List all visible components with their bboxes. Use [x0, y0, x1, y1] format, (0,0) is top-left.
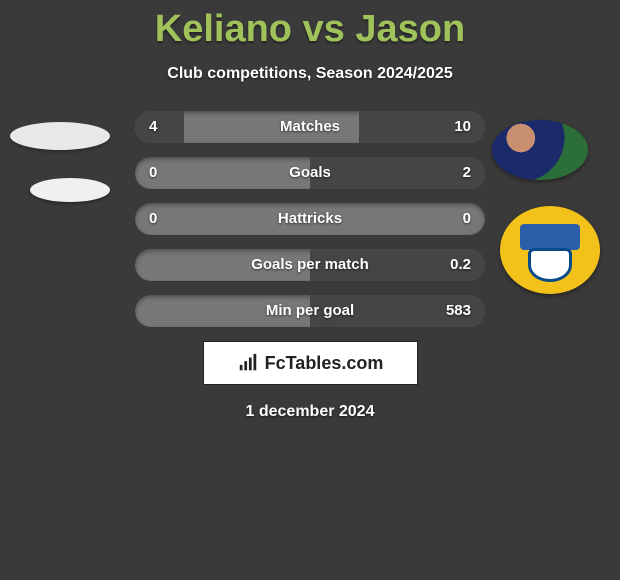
stat-label: Goals per match: [135, 249, 485, 281]
stat-right-value: 2: [463, 157, 471, 189]
stat-row-min-per-goal: Min per goal 583: [135, 295, 485, 327]
player-right-avatar: [492, 120, 588, 180]
stat-right-value: 0: [463, 203, 471, 235]
stat-row-goals-per-match: Goals per match 0.2: [135, 249, 485, 281]
chart-icon: [237, 352, 259, 374]
stat-row-goals: 0 Goals 2: [135, 157, 485, 189]
brand-text: FcTables.com: [265, 353, 384, 374]
page-title: Keliano vs Jason: [0, 0, 620, 51]
stat-row-matches: 4 Matches 10: [135, 111, 485, 143]
stat-right-value: 10: [454, 111, 471, 143]
stat-right-value: 583: [446, 295, 471, 327]
date-text: 1 december 2024: [0, 403, 620, 421]
stat-label: Hattricks: [135, 203, 485, 235]
club-left-ellipse: [30, 178, 110, 202]
stat-row-hattricks: 0 Hattricks 0: [135, 203, 485, 235]
stat-right-value: 0.2: [450, 249, 471, 281]
player-left-avatar: [10, 122, 110, 150]
stat-label: Min per goal: [135, 295, 485, 327]
brand-box: FcTables.com: [203, 341, 418, 385]
club-right-crest: [500, 206, 600, 294]
stat-label: Matches: [135, 111, 485, 143]
page-subtitle: Club competitions, Season 2024/2025: [0, 65, 620, 83]
stat-label: Goals: [135, 157, 485, 189]
